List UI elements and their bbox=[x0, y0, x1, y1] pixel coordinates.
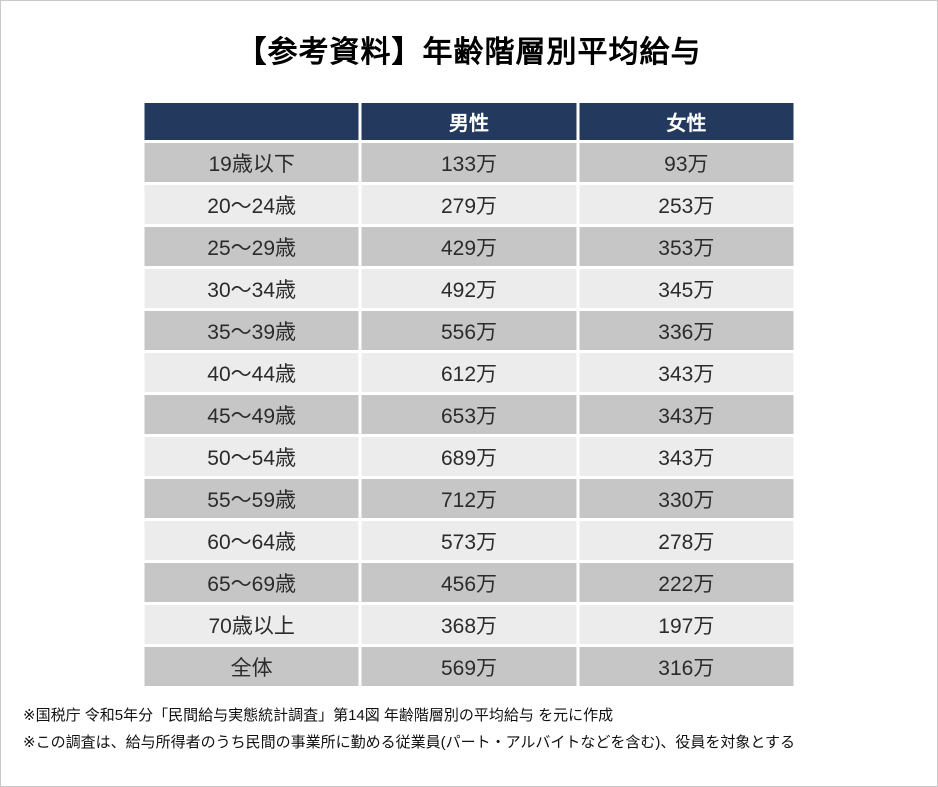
footnote-source: ※国税庁 令和5年分「民間給与実態統計調査」第14図 年齢階層別の平均給与 を元… bbox=[23, 707, 614, 724]
age-cell: 50〜54歳 bbox=[144, 437, 359, 476]
female-salary-cell: 316万 bbox=[579, 647, 794, 686]
male-salary-cell: 429万 bbox=[361, 227, 577, 266]
male-salary-cell: 612万 bbox=[361, 353, 577, 392]
female-salary-cell: 343万 bbox=[579, 437, 794, 476]
male-salary-cell: 556万 bbox=[361, 311, 577, 350]
age-cell: 40〜44歳 bbox=[144, 353, 359, 392]
header-row: 男性 女性 bbox=[144, 103, 794, 140]
header-cell-age bbox=[144, 103, 359, 140]
male-salary-cell: 712万 bbox=[361, 479, 577, 518]
male-salary-cell: 279万 bbox=[361, 185, 577, 224]
table-row: 25〜29歳 429万 353万 bbox=[144, 227, 794, 266]
male-salary-cell: 456万 bbox=[361, 563, 577, 602]
female-salary-cell: 330万 bbox=[579, 479, 794, 518]
page-title: 【参考資料】年齢階層別平均給与 bbox=[236, 36, 702, 69]
age-cell: 70歳以上 bbox=[144, 605, 359, 644]
female-salary-cell: 197万 bbox=[579, 605, 794, 644]
male-salary-cell: 492万 bbox=[361, 269, 577, 308]
table-row: 35〜39歳 556万 336万 bbox=[144, 311, 794, 350]
age-cell: 65〜69歳 bbox=[144, 563, 359, 602]
header-cell-male: 男性 bbox=[361, 103, 577, 140]
age-cell: 19歳以下 bbox=[144, 143, 359, 182]
female-salary-cell: 343万 bbox=[579, 395, 794, 434]
footnotes: ※国税庁 令和5年分「民間給与実態統計調査」第14図 年齢階層別の平均給与 を元… bbox=[23, 702, 925, 756]
table-row: 全体 569万 316万 bbox=[144, 647, 794, 686]
footnote-scope: ※この調査は、給与所得者のうち民間の事業所に勤める従業員(パート・アルバイトなど… bbox=[23, 734, 795, 751]
age-cell: 30〜34歳 bbox=[144, 269, 359, 308]
female-salary-cell: 253万 bbox=[579, 185, 794, 224]
female-salary-cell: 343万 bbox=[579, 353, 794, 392]
table-header: 男性 女性 bbox=[144, 103, 794, 140]
age-cell: 35〜39歳 bbox=[144, 311, 359, 350]
header-cell-female: 女性 bbox=[579, 103, 794, 140]
female-salary-cell: 278万 bbox=[579, 521, 794, 560]
table-row: 50〜54歳 689万 343万 bbox=[144, 437, 794, 476]
table-row: 30〜34歳 492万 345万 bbox=[144, 269, 794, 308]
age-cell: 60〜64歳 bbox=[144, 521, 359, 560]
male-salary-cell: 573万 bbox=[361, 521, 577, 560]
table-row: 40〜44歳 612万 343万 bbox=[144, 353, 794, 392]
male-salary-cell: 653万 bbox=[361, 395, 577, 434]
female-salary-cell: 93万 bbox=[579, 143, 794, 182]
age-cell: 全体 bbox=[144, 647, 359, 686]
female-salary-cell: 353万 bbox=[579, 227, 794, 266]
table-row: 45〜49歳 653万 343万 bbox=[144, 395, 794, 434]
male-salary-cell: 689万 bbox=[361, 437, 577, 476]
age-cell: 45〜49歳 bbox=[144, 395, 359, 434]
table-row: 55〜59歳 712万 330万 bbox=[144, 479, 794, 518]
male-salary-cell: 569万 bbox=[361, 647, 577, 686]
salary-table: 男性 女性 19歳以下 133万 93万 20〜24歳 279万 253万 25… bbox=[142, 100, 797, 689]
table-body: 19歳以下 133万 93万 20〜24歳 279万 253万 25〜29歳 4… bbox=[144, 143, 794, 686]
age-cell: 25〜29歳 bbox=[144, 227, 359, 266]
table-row: 20〜24歳 279万 253万 bbox=[144, 185, 794, 224]
male-salary-cell: 368万 bbox=[361, 605, 577, 644]
table-row: 60〜64歳 573万 278万 bbox=[144, 521, 794, 560]
male-salary-cell: 133万 bbox=[361, 143, 577, 182]
table-row: 70歳以上 368万 197万 bbox=[144, 605, 794, 644]
table-row: 65〜69歳 456万 222万 bbox=[144, 563, 794, 602]
female-salary-cell: 336万 bbox=[579, 311, 794, 350]
salary-table-container: 男性 女性 19歳以下 133万 93万 20〜24歳 279万 253万 25… bbox=[142, 100, 797, 689]
female-salary-cell: 345万 bbox=[579, 269, 794, 308]
table-row: 19歳以下 133万 93万 bbox=[144, 143, 794, 182]
age-cell: 55〜59歳 bbox=[144, 479, 359, 518]
female-salary-cell: 222万 bbox=[579, 563, 794, 602]
age-cell: 20〜24歳 bbox=[144, 185, 359, 224]
